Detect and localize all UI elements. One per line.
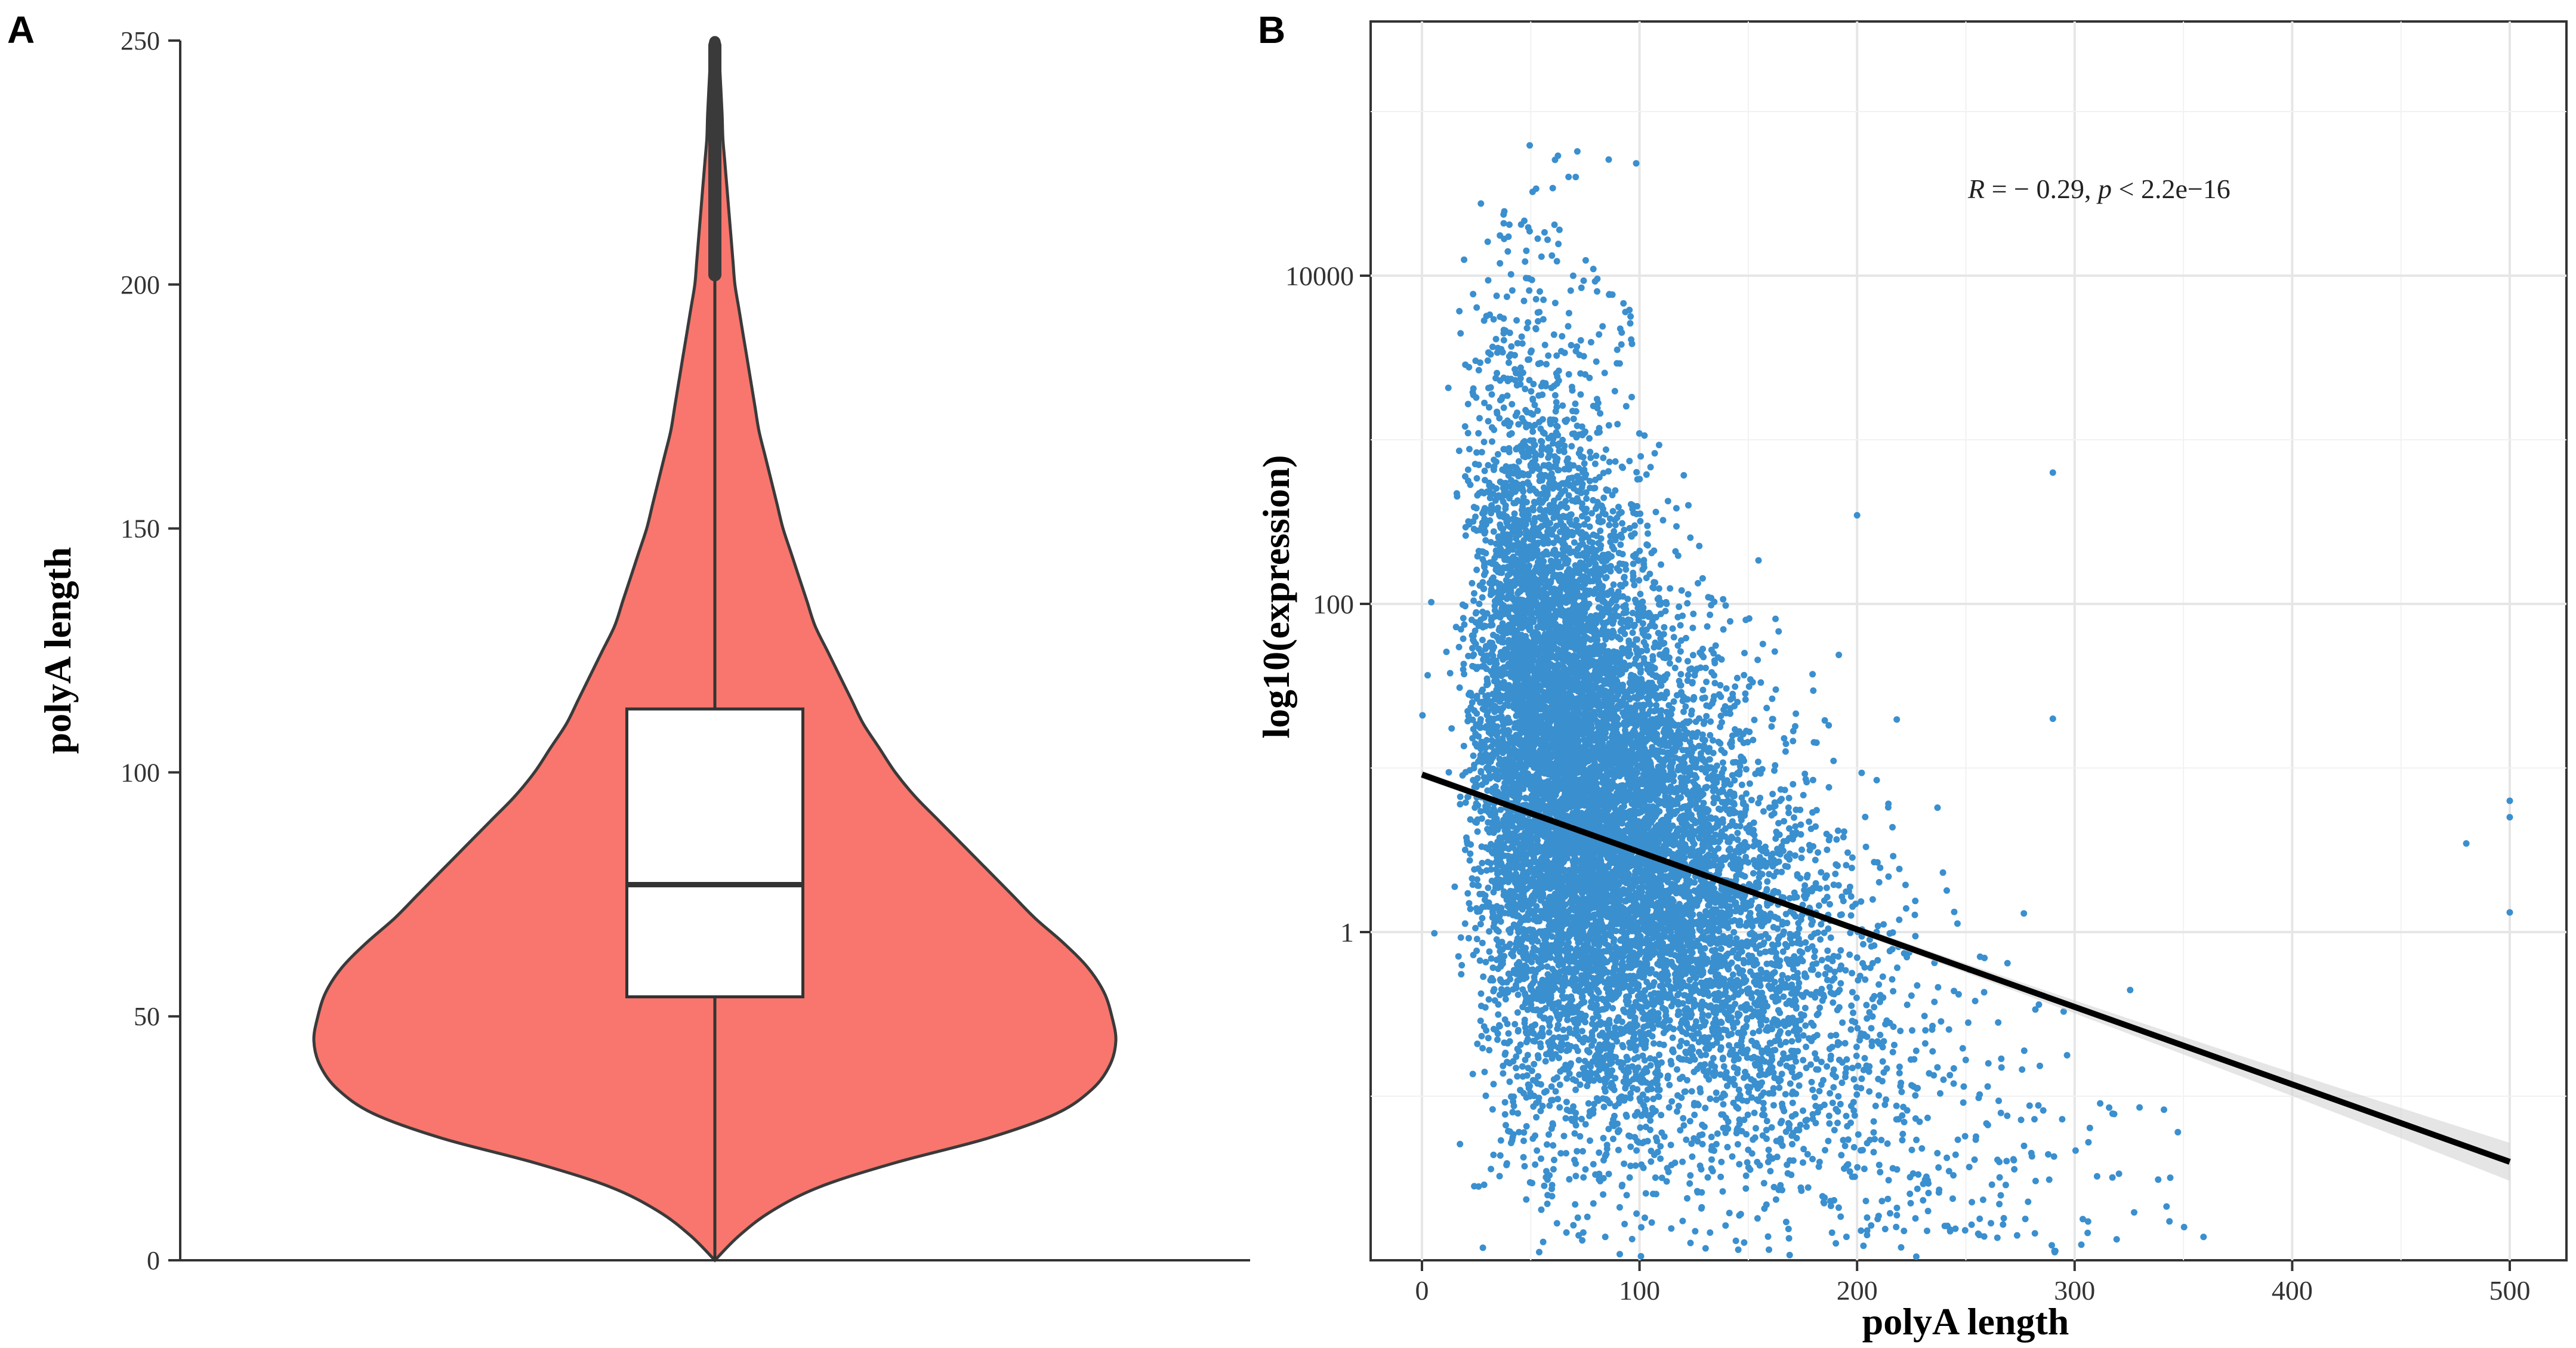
y-tick-label-a: 200 xyxy=(121,270,160,300)
x-tick-label-b: 400 xyxy=(2272,1275,2313,1306)
panel-label-b: B xyxy=(1258,8,1285,51)
regression-line xyxy=(1421,772,2511,1165)
annotation-r-value: = − 0.29, xyxy=(1985,174,2098,204)
scatter-point-cloud xyxy=(1419,142,2513,1260)
annotation-r-label: R xyxy=(1967,174,1985,204)
x-axis-title-b: polyA length xyxy=(1862,1300,2069,1343)
x-tick-label-b: 500 xyxy=(2489,1275,2531,1306)
y-tick-label-a: 50 xyxy=(134,1002,160,1031)
y-tick-label-b: 100 xyxy=(1313,589,1354,619)
panel-b-scatter-plot: B 0 100 200 300 400 500 1 100 10000 R = − 0.29,… xyxy=(1255,8,2568,1343)
annotation-p-value: < 2.2e−16 xyxy=(2112,174,2231,204)
x-ticks-b: 0 100 200 300 400 500 xyxy=(1415,1260,2531,1306)
y-tick-label-a: 100 xyxy=(121,758,160,787)
x-tick-label-b: 100 xyxy=(1619,1275,1660,1306)
annotation-p-label: p xyxy=(2096,174,2112,204)
y-tick-label-a: 250 xyxy=(121,26,160,55)
x-tick-label-b: 0 xyxy=(1415,1275,1429,1306)
y-tick-label-a: 150 xyxy=(121,514,160,544)
panel-label-a: A xyxy=(7,8,35,51)
correlation-annotation: R = − 0.29, p < 2.2e−16 xyxy=(1967,174,2231,204)
y-axis-title-a: polyA length xyxy=(36,547,79,754)
y-ticks-a: 0 50 100 150 200 250 xyxy=(121,26,180,1275)
y-axis-title-b: log10(expression) xyxy=(1255,455,1297,738)
x-tick-label-b: 200 xyxy=(1837,1275,1878,1306)
x-tick-label-b: 300 xyxy=(2054,1275,2095,1306)
panel-a-violin-plot: A 0 50 100 150 200 250 polyA length xyxy=(7,8,1250,1275)
box-iqr xyxy=(625,707,804,998)
y-tick-label-b: 1 xyxy=(1340,917,1354,948)
y-tick-label-b: 10000 xyxy=(1285,261,1354,291)
y-ticks-b: 1 100 10000 xyxy=(1285,261,1371,948)
scatter-points xyxy=(1419,142,2513,1260)
y-tick-label-a: 0 xyxy=(147,1246,160,1275)
